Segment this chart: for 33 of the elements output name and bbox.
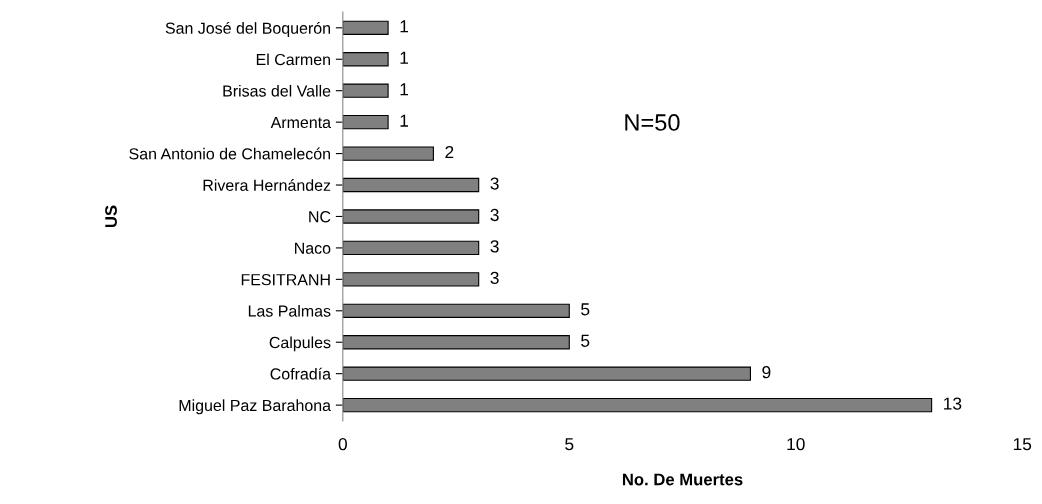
data-label: 1 — [400, 51, 409, 64]
x-tick-label: 10 — [787, 437, 805, 451]
y-tick-label: Armenta — [270, 116, 332, 129]
y-tick-label: Brisas del Valle — [223, 84, 331, 97]
x-tick-label: 15 — [1013, 438, 1032, 451]
data-label: 3 — [490, 177, 499, 190]
data-label: 9 — [762, 366, 771, 379]
y-tick-label: FESITRANH — [241, 273, 330, 286]
y-tick-label: San José del Boquerón — [165, 21, 330, 38]
data-label: 2 — [445, 145, 454, 159]
y-tick-label: Cofradía — [270, 367, 332, 380]
y-tick-label: El Carmen — [256, 53, 330, 66]
data-label: 1 — [400, 114, 409, 127]
data-label: 3 — [490, 208, 499, 222]
y-tick-label: NC — [309, 211, 331, 223]
data-label: 1 — [400, 20, 409, 33]
y-tick-label: Las Palmas — [248, 305, 331, 317]
y-axis-title: US — [105, 205, 117, 228]
y-tick-label: Miguel Paz Barahona — [179, 399, 332, 415]
annotation: N=50 — [625, 114, 680, 131]
x-tick-label: 5 — [565, 438, 574, 451]
y-tick-label: Rivera Hernández — [203, 179, 331, 191]
data-label: 3 — [490, 271, 499, 285]
y-tick-label: San Antonio de Chamelecón — [129, 147, 330, 160]
data-label: 5 — [581, 334, 590, 347]
y-tick-label: Calpules — [269, 336, 331, 352]
x-tick-label: 0 — [338, 437, 347, 451]
x-axis-title: No. De Muertes — [622, 473, 743, 486]
data-label: 3 — [490, 240, 499, 253]
y-tick-label: Naco — [295, 242, 331, 254]
data-label: 5 — [581, 303, 590, 316]
data-label: 13 — [944, 397, 962, 410]
data-label: 1 — [400, 83, 409, 96]
